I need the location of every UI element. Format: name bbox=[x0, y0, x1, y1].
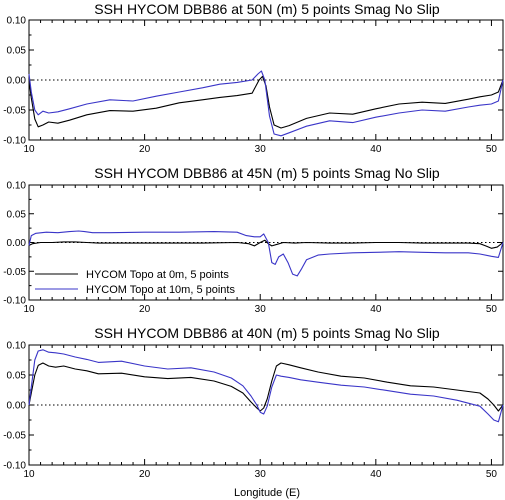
x-axis-label: Longitude (E) bbox=[234, 487, 300, 499]
x-tick-label: 10 bbox=[23, 469, 35, 480]
chart-title: SSH HYCOM DBB86 at 40N (m) 5 points Smag… bbox=[94, 325, 440, 341]
y-tick-label: 0.00 bbox=[7, 401, 27, 412]
series-line-2 bbox=[28, 230, 504, 277]
x-tick-label: 20 bbox=[139, 469, 151, 480]
series-line-1 bbox=[28, 75, 504, 129]
y-tick-label: 0.05 bbox=[7, 371, 27, 382]
x-tick-label: 30 bbox=[255, 469, 267, 480]
x-tick-label: 20 bbox=[139, 144, 151, 155]
y-tick-label: 0.05 bbox=[7, 46, 27, 57]
series-line-2 bbox=[28, 349, 504, 423]
chart-panel-3: SSH HYCOM DBB86 at 40N (m) 5 points Smag… bbox=[3, 325, 504, 480]
x-tick-label: 50 bbox=[486, 144, 498, 155]
x-tick-label: 20 bbox=[139, 304, 151, 315]
x-tick-label: 10 bbox=[23, 144, 35, 155]
y-tick-label: 0.00 bbox=[7, 76, 27, 87]
x-tick-label: 10 bbox=[23, 304, 35, 315]
legend-label-series-1: HYCOM Topo at 0m, 5 points bbox=[86, 269, 229, 281]
y-tick-label: -0.10 bbox=[3, 136, 26, 147]
x-tick-label: 40 bbox=[370, 469, 382, 480]
y-tick-label: 0.00 bbox=[7, 238, 27, 249]
y-tick-label: 0.10 bbox=[7, 16, 27, 27]
x-tick-label: 30 bbox=[255, 144, 267, 155]
y-tick-label: -0.05 bbox=[3, 431, 26, 442]
chart-title: SSH HYCOM DBB86 at 45N (m) 5 points Smag… bbox=[94, 165, 440, 181]
y-tick-label: 0.05 bbox=[7, 209, 27, 220]
legend-label-series-2: HYCOM Topo at 10m, 5 points bbox=[86, 284, 235, 296]
y-tick-label: -0.05 bbox=[3, 267, 26, 278]
y-tick-label: -0.05 bbox=[3, 106, 26, 117]
chart-panel-1: SSH HYCOM DBB86 at 50N (m) 5 points Smag… bbox=[3, 1, 504, 155]
series-line-2 bbox=[28, 70, 504, 137]
y-tick-label: -0.10 bbox=[3, 461, 26, 472]
x-tick-label: 50 bbox=[486, 469, 498, 480]
series-line-1 bbox=[28, 239, 504, 249]
x-tick-label: 30 bbox=[255, 304, 267, 315]
chart-panel-2: SSH HYCOM DBB86 at 45N (m) 5 points Smag… bbox=[3, 165, 504, 315]
y-tick-label: 0.10 bbox=[7, 341, 27, 352]
x-tick-label: 40 bbox=[370, 304, 382, 315]
series-line-1 bbox=[28, 362, 504, 412]
y-tick-label: 0.10 bbox=[7, 181, 27, 192]
x-tick-label: 50 bbox=[486, 304, 498, 315]
x-tick-label: 40 bbox=[370, 144, 382, 155]
chart-title: SSH HYCOM DBB86 at 50N (m) 5 points Smag… bbox=[94, 1, 440, 17]
legend: HYCOM Topo at 0m, 5 points HYCOM Topo at… bbox=[35, 269, 235, 296]
y-tick-label: -0.10 bbox=[3, 296, 26, 307]
